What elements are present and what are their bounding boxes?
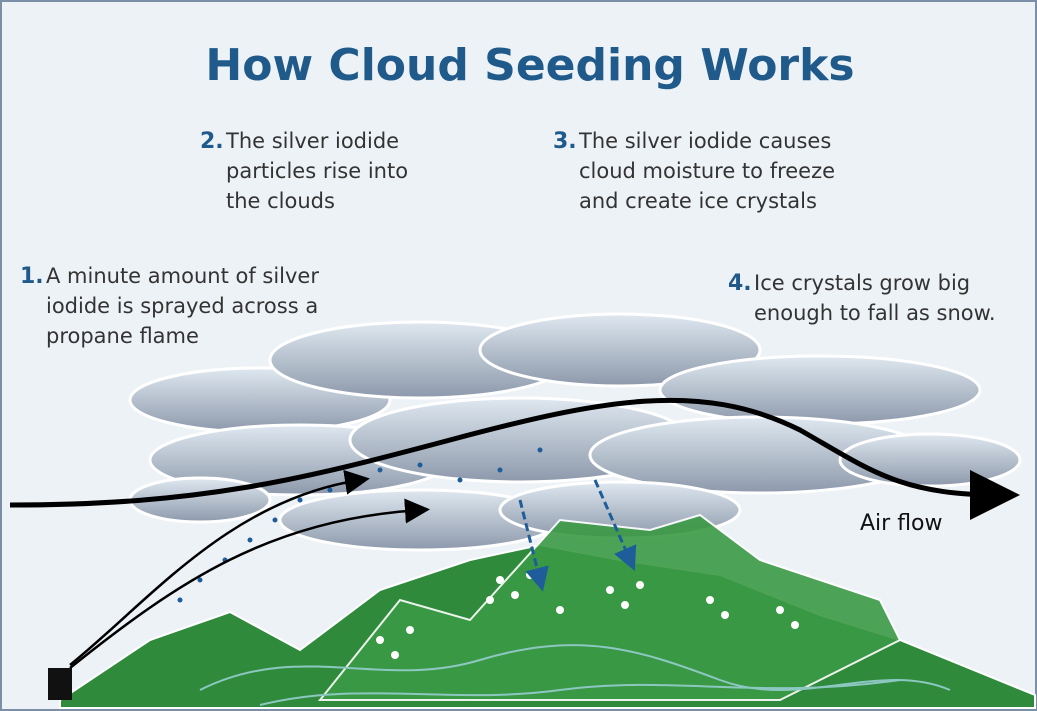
generator: [48, 668, 72, 700]
step-text: the clouds: [226, 189, 335, 213]
snowfall-arrows: [518, 479, 637, 592]
title: How Cloud Seeding Works: [205, 40, 854, 91]
particles: [177, 447, 543, 603]
airflow-arrows: [9, 397, 1020, 669]
step-text: particles rise into: [226, 159, 408, 183]
step-text: iodide is sprayed across a: [46, 294, 318, 318]
step-number: 4.: [728, 271, 752, 296]
step-text: and create ice crystals: [579, 189, 817, 213]
step-number: 3.: [553, 129, 577, 154]
step-text: The silver iodide: [225, 129, 399, 153]
airflow-label: Air flow: [860, 511, 943, 536]
step-number: 2.: [200, 129, 224, 154]
step-text: cloud moisture to freeze: [579, 159, 835, 183]
step-text: enough to fall as snow.: [754, 301, 996, 325]
step-text: A minute amount of silver: [46, 264, 319, 288]
step-text: Ice crystals grow big: [754, 271, 970, 295]
clouds: [128, 312, 1022, 552]
step-text: propane flame: [46, 324, 199, 348]
step-text: The silver iodide causes: [578, 129, 831, 153]
step-number: 1.: [20, 264, 44, 289]
